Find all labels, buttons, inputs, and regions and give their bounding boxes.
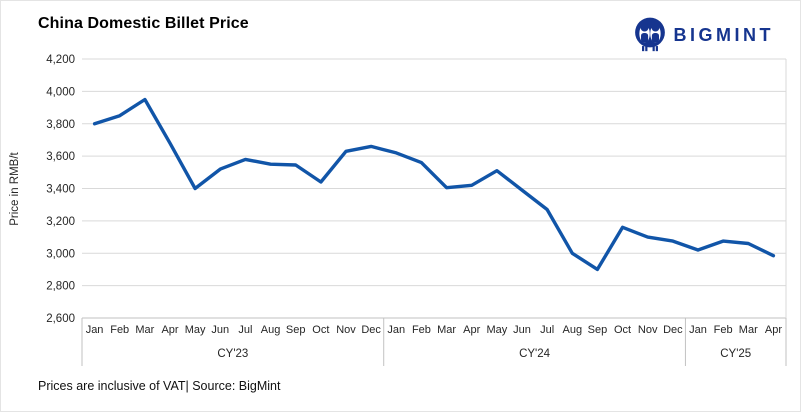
x-month-label: Sep — [286, 324, 306, 336]
x-month-label: Mar — [135, 324, 154, 336]
x-month-label: Mar — [437, 324, 456, 336]
x-month-label: Apr — [463, 324, 480, 336]
x-month-label: Jan — [689, 324, 707, 336]
x-month-label: May — [486, 324, 507, 336]
x-year-label: CY'24 — [519, 348, 551, 360]
y-tick-label: 3,800 — [46, 119, 75, 131]
x-month-label: Dec — [361, 324, 381, 336]
x-month-label: Jun — [513, 324, 531, 336]
y-tick-label: 3,600 — [46, 151, 75, 163]
page-title: China Domestic Billet Price — [38, 15, 249, 32]
x-month-label: Jun — [211, 324, 229, 336]
x-month-label: Jul — [540, 324, 554, 336]
x-year-label: CY'25 — [720, 348, 751, 360]
x-month-label: Feb — [714, 324, 733, 336]
y-tick-label: 3,400 — [46, 184, 75, 196]
x-month-label: Feb — [412, 324, 431, 336]
x-month-label: Aug — [261, 324, 281, 336]
x-month-label: Jan — [387, 324, 405, 336]
y-tick-label: 3,000 — [46, 248, 75, 260]
x-month-label: Nov — [638, 324, 658, 336]
x-month-label: Oct — [614, 324, 631, 336]
y-tick-label: 4,000 — [46, 86, 75, 98]
bigmint-logo: BIGMINT — [633, 15, 775, 55]
x-month-label: Dec — [663, 324, 683, 336]
x-month-label: Jan — [86, 324, 104, 336]
bigmint-logo-text: BIGMINT — [673, 24, 774, 45]
y-tick-label: 2,800 — [46, 281, 75, 293]
x-month-label: Feb — [110, 324, 129, 336]
x-month-label: Apr — [765, 324, 782, 336]
x-month-label: Oct — [312, 324, 329, 336]
y-tick-label: 3,200 — [46, 216, 75, 228]
price-series-line — [92, 97, 776, 272]
x-month-label: Nov — [336, 324, 356, 336]
x-month-label: Sep — [588, 324, 608, 336]
x-month-label: May — [185, 324, 206, 336]
x-year-label: CY'23 — [217, 348, 248, 360]
source-note: Prices are inclusive of VAT| Source: Big… — [38, 379, 281, 393]
x-month-label: Apr — [161, 324, 178, 336]
bigmint-mascot-icon — [634, 17, 665, 52]
y-axis-title: Price in RMB/t — [9, 151, 21, 225]
x-month-label: Aug — [562, 324, 582, 336]
y-tick-label: 4,200 — [46, 54, 75, 66]
x-month-label: Mar — [739, 324, 758, 336]
x-month-label: Jul — [238, 324, 252, 336]
y-tick-label: 2,600 — [46, 313, 75, 325]
